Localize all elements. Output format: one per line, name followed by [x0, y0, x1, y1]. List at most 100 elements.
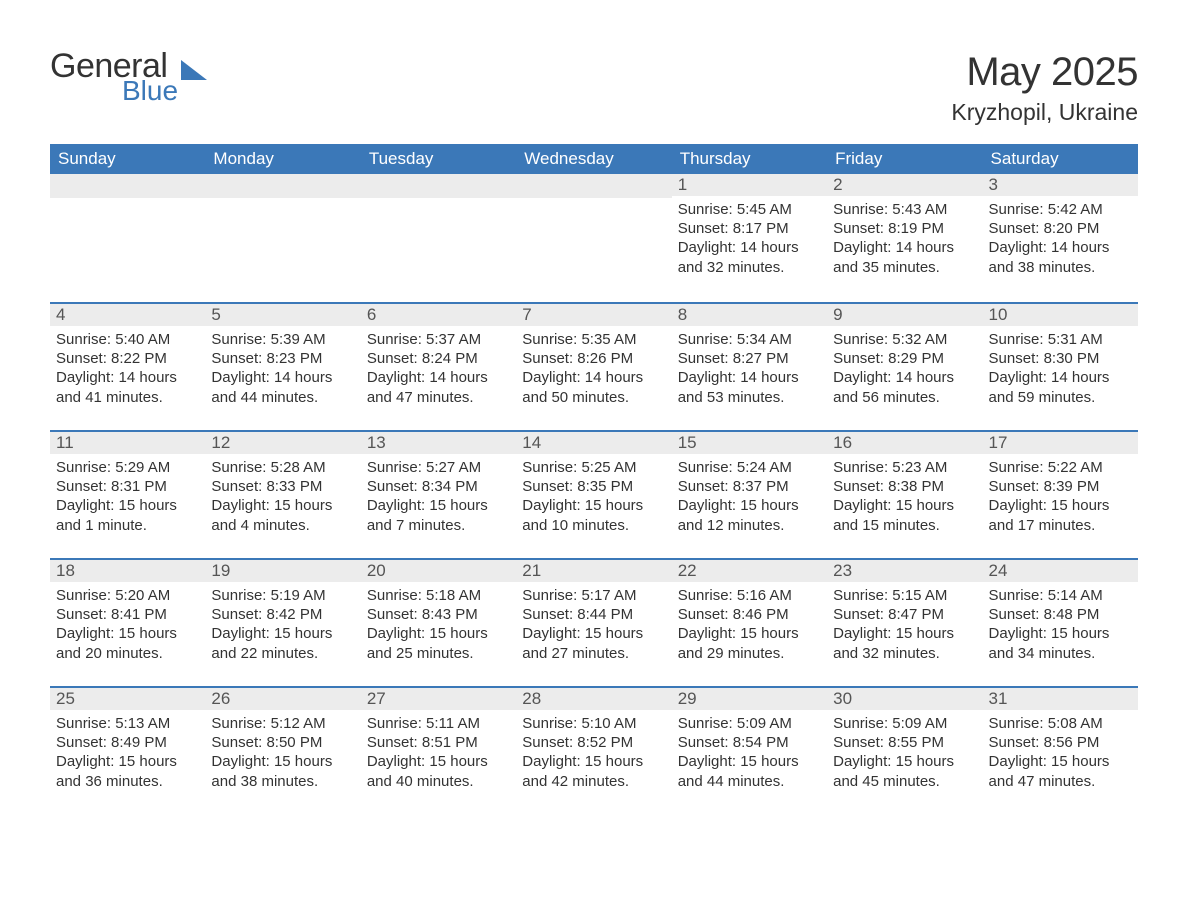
day-details: Sunrise: 5:34 AMSunset: 8:27 PMDaylight:…: [672, 326, 827, 411]
sunrise-line: Sunrise: 5:39 AM: [211, 330, 354, 349]
day-details: Sunrise: 5:31 AMSunset: 8:30 PMDaylight:…: [983, 326, 1138, 411]
day-details: Sunrise: 5:13 AMSunset: 8:49 PMDaylight:…: [50, 710, 205, 795]
sunset-line: Sunset: 8:23 PM: [211, 349, 354, 368]
sunrise-line: Sunrise: 5:09 AM: [678, 714, 821, 733]
calendar-cell: 19Sunrise: 5:19 AMSunset: 8:42 PMDayligh…: [205, 558, 360, 686]
sunset-line: Sunset: 8:50 PM: [211, 733, 354, 752]
day-details: Sunrise: 5:22 AMSunset: 8:39 PMDaylight:…: [983, 454, 1138, 539]
day-details: Sunrise: 5:09 AMSunset: 8:54 PMDaylight:…: [672, 710, 827, 795]
daylight-line: Daylight: 15 hours and 29 minutes.: [678, 624, 821, 662]
calendar-row: 25Sunrise: 5:13 AMSunset: 8:49 PMDayligh…: [50, 686, 1138, 814]
sunset-line: Sunset: 8:29 PM: [833, 349, 976, 368]
calendar-cell: 28Sunrise: 5:10 AMSunset: 8:52 PMDayligh…: [516, 686, 671, 814]
weekday-header: Tuesday: [361, 144, 516, 174]
day-number: 29: [672, 686, 827, 710]
sunset-line: Sunset: 8:46 PM: [678, 605, 821, 624]
day-details: Sunrise: 5:09 AMSunset: 8:55 PMDaylight:…: [827, 710, 982, 795]
weekday-header: Wednesday: [516, 144, 671, 174]
day-details: Sunrise: 5:42 AMSunset: 8:20 PMDaylight:…: [983, 196, 1138, 281]
sunset-line: Sunset: 8:56 PM: [989, 733, 1132, 752]
day-details: Sunrise: 5:29 AMSunset: 8:31 PMDaylight:…: [50, 454, 205, 539]
calendar-cell: 11Sunrise: 5:29 AMSunset: 8:31 PMDayligh…: [50, 430, 205, 558]
sunrise-line: Sunrise: 5:35 AM: [522, 330, 665, 349]
day-number: 30: [827, 686, 982, 710]
day-details: Sunrise: 5:45 AMSunset: 8:17 PMDaylight:…: [672, 196, 827, 281]
sunrise-line: Sunrise: 5:13 AM: [56, 714, 199, 733]
daylight-line: Daylight: 15 hours and 44 minutes.: [678, 752, 821, 790]
calendar-head: SundayMondayTuesdayWednesdayThursdayFrid…: [50, 144, 1138, 174]
sunset-line: Sunset: 8:30 PM: [989, 349, 1132, 368]
sunset-line: Sunset: 8:49 PM: [56, 733, 199, 752]
sunrise-line: Sunrise: 5:42 AM: [989, 200, 1132, 219]
sunrise-line: Sunrise: 5:23 AM: [833, 458, 976, 477]
calendar-cell: 21Sunrise: 5:17 AMSunset: 8:44 PMDayligh…: [516, 558, 671, 686]
calendar-cell: 30Sunrise: 5:09 AMSunset: 8:55 PMDayligh…: [827, 686, 982, 814]
sunrise-line: Sunrise: 5:27 AM: [367, 458, 510, 477]
day-details: Sunrise: 5:28 AMSunset: 8:33 PMDaylight:…: [205, 454, 360, 539]
day-number: 14: [516, 430, 671, 454]
daylight-line: Daylight: 15 hours and 1 minute.: [56, 496, 199, 534]
logo-word-blue: Blue: [122, 78, 178, 105]
sunrise-line: Sunrise: 5:19 AM: [211, 586, 354, 605]
sunset-line: Sunset: 8:24 PM: [367, 349, 510, 368]
calendar-cell: 14Sunrise: 5:25 AMSunset: 8:35 PMDayligh…: [516, 430, 671, 558]
day-details: Sunrise: 5:37 AMSunset: 8:24 PMDaylight:…: [361, 326, 516, 411]
day-details: Sunrise: 5:10 AMSunset: 8:52 PMDaylight:…: [516, 710, 671, 795]
day-number: 16: [827, 430, 982, 454]
calendar-cell: [50, 174, 205, 302]
sunset-line: Sunset: 8:51 PM: [367, 733, 510, 752]
calendar-cell: [516, 174, 671, 302]
calendar-cell: 17Sunrise: 5:22 AMSunset: 8:39 PMDayligh…: [983, 430, 1138, 558]
calendar-cell: 18Sunrise: 5:20 AMSunset: 8:41 PMDayligh…: [50, 558, 205, 686]
day-number: 27: [361, 686, 516, 710]
daylight-line: Daylight: 15 hours and 42 minutes.: [522, 752, 665, 790]
daylight-line: Daylight: 14 hours and 32 minutes.: [678, 238, 821, 276]
sunrise-line: Sunrise: 5:43 AM: [833, 200, 976, 219]
sunrise-line: Sunrise: 5:08 AM: [989, 714, 1132, 733]
calendar-cell: 8Sunrise: 5:34 AMSunset: 8:27 PMDaylight…: [672, 302, 827, 430]
day-number: 11: [50, 430, 205, 454]
daylight-line: Daylight: 15 hours and 25 minutes.: [367, 624, 510, 662]
day-details: Sunrise: 5:18 AMSunset: 8:43 PMDaylight:…: [361, 582, 516, 667]
daylight-line: Daylight: 15 hours and 34 minutes.: [989, 624, 1132, 662]
daylight-line: Daylight: 15 hours and 40 minutes.: [367, 752, 510, 790]
logo-triangle-icon: [181, 58, 207, 80]
sunset-line: Sunset: 8:54 PM: [678, 733, 821, 752]
sunset-line: Sunset: 8:42 PM: [211, 605, 354, 624]
sunrise-line: Sunrise: 5:12 AM: [211, 714, 354, 733]
daylight-line: Daylight: 14 hours and 56 minutes.: [833, 368, 976, 406]
daylight-line: Daylight: 14 hours and 38 minutes.: [989, 238, 1132, 276]
day-details: Sunrise: 5:14 AMSunset: 8:48 PMDaylight:…: [983, 582, 1138, 667]
calendar-cell: 22Sunrise: 5:16 AMSunset: 8:46 PMDayligh…: [672, 558, 827, 686]
calendar-cell: 4Sunrise: 5:40 AMSunset: 8:22 PMDaylight…: [50, 302, 205, 430]
daylight-line: Daylight: 15 hours and 32 minutes.: [833, 624, 976, 662]
weekday-header: Friday: [827, 144, 982, 174]
weekday-header: Saturday: [983, 144, 1138, 174]
day-number: 31: [983, 686, 1138, 710]
day-number: 10: [983, 302, 1138, 326]
sunset-line: Sunset: 8:38 PM: [833, 477, 976, 496]
calendar-cell: 31Sunrise: 5:08 AMSunset: 8:56 PMDayligh…: [983, 686, 1138, 814]
sunrise-line: Sunrise: 5:16 AM: [678, 586, 821, 605]
calendar-row: 11Sunrise: 5:29 AMSunset: 8:31 PMDayligh…: [50, 430, 1138, 558]
day-details: Sunrise: 5:11 AMSunset: 8:51 PMDaylight:…: [361, 710, 516, 795]
daylight-line: Daylight: 15 hours and 15 minutes.: [833, 496, 976, 534]
day-number: 18: [50, 558, 205, 582]
empty-daynum: [361, 174, 516, 198]
day-number: 28: [516, 686, 671, 710]
sunrise-line: Sunrise: 5:14 AM: [989, 586, 1132, 605]
calendar-body: 1Sunrise: 5:45 AMSunset: 8:17 PMDaylight…: [50, 174, 1138, 814]
day-number: 23: [827, 558, 982, 582]
calendar-cell: 12Sunrise: 5:28 AMSunset: 8:33 PMDayligh…: [205, 430, 360, 558]
sunrise-line: Sunrise: 5:24 AM: [678, 458, 821, 477]
calendar-cell: 24Sunrise: 5:14 AMSunset: 8:48 PMDayligh…: [983, 558, 1138, 686]
sunset-line: Sunset: 8:19 PM: [833, 219, 976, 238]
calendar-cell: 2Sunrise: 5:43 AMSunset: 8:19 PMDaylight…: [827, 174, 982, 302]
empty-daynum: [516, 174, 671, 198]
sunrise-line: Sunrise: 5:37 AM: [367, 330, 510, 349]
calendar-cell: [205, 174, 360, 302]
sunset-line: Sunset: 8:27 PM: [678, 349, 821, 368]
sunset-line: Sunset: 8:26 PM: [522, 349, 665, 368]
daylight-line: Daylight: 14 hours and 41 minutes.: [56, 368, 199, 406]
sunset-line: Sunset: 8:22 PM: [56, 349, 199, 368]
